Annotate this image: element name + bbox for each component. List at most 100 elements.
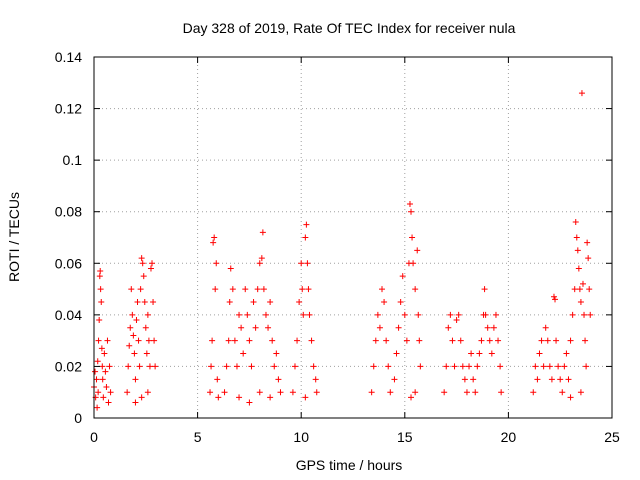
data-point xyxy=(576,286,583,293)
data-point xyxy=(451,363,458,370)
data-point xyxy=(412,286,419,293)
data-point xyxy=(412,389,419,396)
data-point xyxy=(409,234,416,241)
data-point xyxy=(579,280,586,287)
data-point xyxy=(481,286,488,293)
data-point xyxy=(584,239,591,246)
data-point xyxy=(414,247,421,254)
data-point xyxy=(303,221,310,228)
data-point xyxy=(145,337,152,344)
data-point xyxy=(211,234,218,241)
data-point xyxy=(401,311,408,318)
data-point xyxy=(538,337,545,344)
data-point xyxy=(310,363,317,370)
x-tick-label: 25 xyxy=(604,429,620,445)
data-point xyxy=(134,298,141,305)
data-point xyxy=(569,311,576,318)
data-point xyxy=(482,311,489,318)
data-point xyxy=(244,311,251,318)
data-point xyxy=(124,389,131,396)
data-point xyxy=(139,260,146,267)
y-axis-ticks: 0 0.02 0.04 0.06 0.08 0.1 0.12 0.14 xyxy=(55,49,612,426)
data-point xyxy=(101,350,108,357)
data-point xyxy=(305,286,312,293)
data-point xyxy=(470,376,477,383)
data-point xyxy=(238,324,245,331)
data-point xyxy=(546,363,553,370)
data-point xyxy=(417,363,424,370)
data-point xyxy=(498,389,505,396)
x-tick-label: 0 xyxy=(90,429,98,445)
data-point xyxy=(455,311,462,318)
data-point xyxy=(468,350,475,357)
data-point xyxy=(534,376,541,383)
data-point xyxy=(209,337,216,344)
data-point xyxy=(242,286,249,293)
data-point xyxy=(229,286,236,293)
data-point xyxy=(478,337,485,344)
data-point xyxy=(259,229,266,236)
data-point xyxy=(223,363,230,370)
data-point xyxy=(391,376,398,383)
data-point xyxy=(304,260,311,267)
data-point xyxy=(96,317,103,324)
data-point xyxy=(573,234,580,241)
data-point xyxy=(492,311,499,318)
chart-title: Day 328 of 2019, Rate Of TEC Index for r… xyxy=(183,20,516,36)
data-point xyxy=(125,363,132,370)
y-tick-label: 0.14 xyxy=(55,49,82,65)
data-point xyxy=(129,311,136,318)
data-point xyxy=(144,389,151,396)
data-point xyxy=(236,394,243,401)
data-point xyxy=(102,368,109,375)
data-points xyxy=(91,90,594,411)
data-point xyxy=(240,350,247,357)
data-point xyxy=(210,239,217,246)
data-point xyxy=(258,255,265,262)
y-tick-label: 0.04 xyxy=(55,307,82,323)
data-point xyxy=(99,363,106,370)
data-point xyxy=(300,311,307,318)
data-point xyxy=(395,324,402,331)
data-point xyxy=(137,286,144,293)
data-point xyxy=(542,324,549,331)
data-point xyxy=(277,389,284,396)
data-point xyxy=(561,363,568,370)
x-axis-label: GPS time / hours xyxy=(296,457,403,473)
data-point xyxy=(408,394,415,401)
data-point xyxy=(415,311,422,318)
data-point xyxy=(252,324,259,331)
data-point xyxy=(572,219,579,226)
data-point xyxy=(141,298,148,305)
data-point xyxy=(540,363,547,370)
data-point xyxy=(221,389,228,396)
data-point xyxy=(397,298,404,305)
data-point xyxy=(577,298,584,305)
data-point xyxy=(226,298,233,305)
data-point xyxy=(143,350,150,357)
data-point xyxy=(443,363,450,370)
data-point xyxy=(96,273,103,280)
data-point xyxy=(575,265,582,272)
data-point xyxy=(441,389,448,396)
data-point xyxy=(472,389,479,396)
data-point xyxy=(302,234,309,241)
data-point xyxy=(267,394,274,401)
data-point xyxy=(410,260,417,267)
data-point xyxy=(557,376,564,383)
y-tick-label: 0 xyxy=(74,410,82,426)
data-point xyxy=(565,376,572,383)
data-point xyxy=(103,384,110,391)
data-point xyxy=(151,337,158,344)
data-point xyxy=(98,298,105,305)
data-point xyxy=(299,286,306,293)
data-point xyxy=(484,324,491,331)
data-point xyxy=(553,337,560,344)
data-point xyxy=(246,337,253,344)
data-point xyxy=(476,350,483,357)
data-point xyxy=(461,376,468,383)
data-point xyxy=(289,389,296,396)
data-point xyxy=(399,273,406,280)
data-point xyxy=(559,389,566,396)
